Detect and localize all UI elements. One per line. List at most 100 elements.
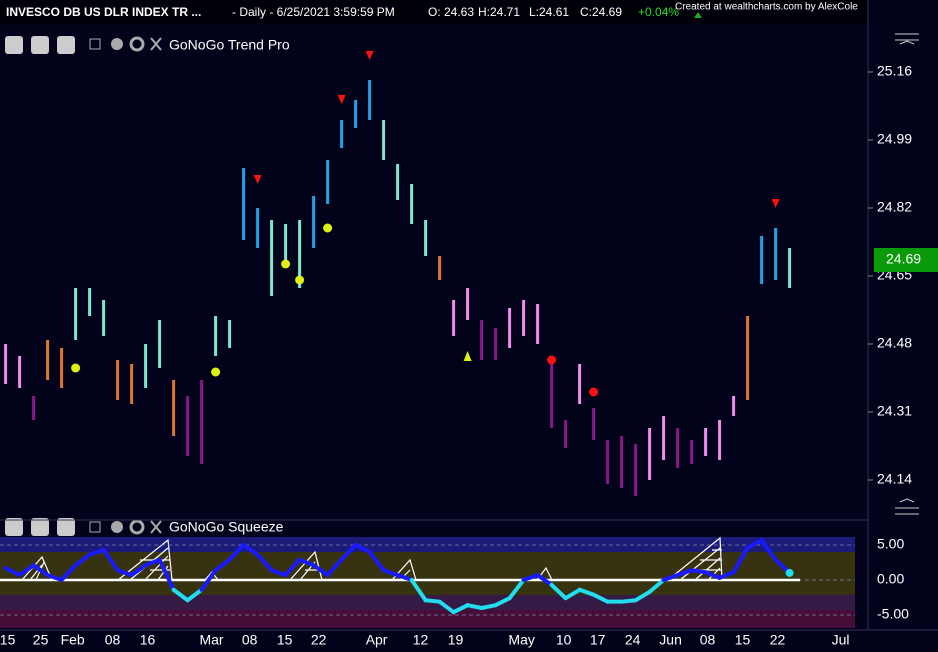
x-tick-label: 16 (140, 632, 156, 648)
signal-dot (323, 223, 333, 233)
oscillator-segment (577, 587, 596, 597)
close: C:24.69 (580, 5, 622, 19)
sell-signal (253, 175, 262, 184)
pane-title: GoNoGo Trend Pro (169, 37, 290, 53)
oscillator-segment (493, 596, 512, 608)
zone (0, 610, 855, 628)
signal-dot (71, 363, 81, 373)
change: +0.04% (638, 5, 679, 19)
y-tick-label: 24.14 (877, 471, 912, 487)
pane-title: GoNoGo Squeeze (169, 519, 284, 535)
scale-icon[interactable] (895, 498, 919, 515)
oscillator-segment (759, 538, 778, 562)
y-tick-label: 5.00 (877, 536, 904, 552)
signal-dot (211, 367, 221, 377)
y-tick-label: -5.00 (877, 606, 909, 622)
oscillator-segment (115, 568, 134, 578)
last-price-label: 24.69 (886, 251, 921, 267)
y-tick-label: 0.00 (877, 571, 904, 587)
oscillator-segment (297, 557, 316, 568)
oscillator-segment (199, 568, 218, 592)
signal-dot (295, 275, 305, 285)
x-tick-label: 15 (0, 632, 16, 648)
open: O: 24.63 (428, 5, 474, 19)
y-tick-label: 24.82 (877, 199, 912, 215)
x-tick-label: 22 (770, 632, 786, 648)
x-tick-label: 25 (33, 632, 49, 648)
x-tick-label: 15 (277, 632, 293, 648)
zone (0, 537, 855, 552)
oscillator-segment (339, 542, 358, 562)
oscillator-segment (227, 542, 246, 562)
oscillator-segment (87, 547, 106, 557)
oscillator-segment (353, 542, 372, 554)
x-tick-label: May (508, 632, 534, 648)
y-tick-label: 25.16 (877, 63, 912, 79)
oscillator-segment (101, 547, 120, 573)
oscillator-segment (647, 577, 666, 594)
x-tick-label: 19 (448, 632, 464, 648)
oscillator-segment (31, 563, 50, 578)
oscillator-segment (675, 568, 694, 578)
oscillator-segment (73, 552, 92, 568)
x-tick-label: 22 (311, 632, 327, 648)
sell-signal (365, 51, 374, 60)
x-tick-label: Mar (199, 632, 223, 648)
oscillator-segment (143, 557, 162, 568)
oscillator-segment (269, 568, 288, 578)
oscillator-segment (521, 573, 540, 582)
oscillator-segment (185, 587, 204, 603)
high: H:24.71 (478, 5, 520, 19)
x-tick-label: Jul (832, 632, 850, 648)
x-tick-label: 10 (556, 632, 572, 648)
bar-info: - Daily - 6/25/2021 3:59:59 PM (232, 5, 395, 19)
x-tick-label: 17 (590, 632, 606, 648)
x-tick-label: 12 (413, 632, 429, 648)
oscillator-segment (395, 573, 414, 582)
oscillator-segment (241, 542, 260, 557)
x-tick-label: 24 (625, 632, 641, 648)
signal-dot (281, 259, 291, 269)
oscillator-segment (745, 538, 764, 550)
oscillator-segment (451, 603, 470, 615)
oscillator-segment (59, 563, 78, 582)
oscillator-segment (255, 552, 274, 573)
x-tick-label: Apr (366, 632, 388, 648)
last-price-box (874, 248, 938, 272)
squeeze-toolbar[interactable] (5, 518, 162, 536)
sell-signal (771, 199, 780, 208)
y-tick-label: 24.31 (877, 403, 912, 419)
x-tick-label: 08 (105, 632, 121, 648)
x-tick-label: 08 (700, 632, 716, 648)
credit: Created at wealthcharts.com by AlexCole (675, 2, 858, 13)
signal-dot (547, 355, 557, 365)
header-bar (0, 0, 868, 24)
oscillator-segment (325, 557, 344, 578)
zone (0, 595, 855, 610)
x-tick-label: 15 (735, 632, 751, 648)
oscillator-segment (563, 587, 582, 601)
signal-dot (589, 387, 599, 397)
oscillator-segment (507, 577, 526, 601)
oscillator-segment (465, 603, 484, 610)
x-tick-label: Jun (659, 632, 682, 648)
oscillator-end (785, 568, 794, 577)
oscillator-segment (157, 557, 176, 592)
oscillator-segment (437, 599, 456, 615)
oscillator-segment (731, 545, 750, 575)
oscillator-segment (381, 568, 400, 578)
oscillator-segment (17, 563, 36, 578)
oscillator-segment (549, 582, 568, 601)
y-tick-label: 24.99 (877, 131, 912, 147)
oscillator-segment (311, 563, 330, 578)
oscillator-segment (367, 549, 386, 573)
oscillator-segment (423, 598, 442, 604)
oscillator-segment (619, 598, 638, 604)
oscillator-segment (689, 568, 708, 575)
oscillator-segment (535, 573, 554, 587)
oscillator-segment (479, 603, 498, 610)
oscillator-segment (591, 592, 610, 604)
trend-toolbar[interactable] (5, 36, 162, 54)
scale-icon[interactable] (895, 33, 919, 45)
